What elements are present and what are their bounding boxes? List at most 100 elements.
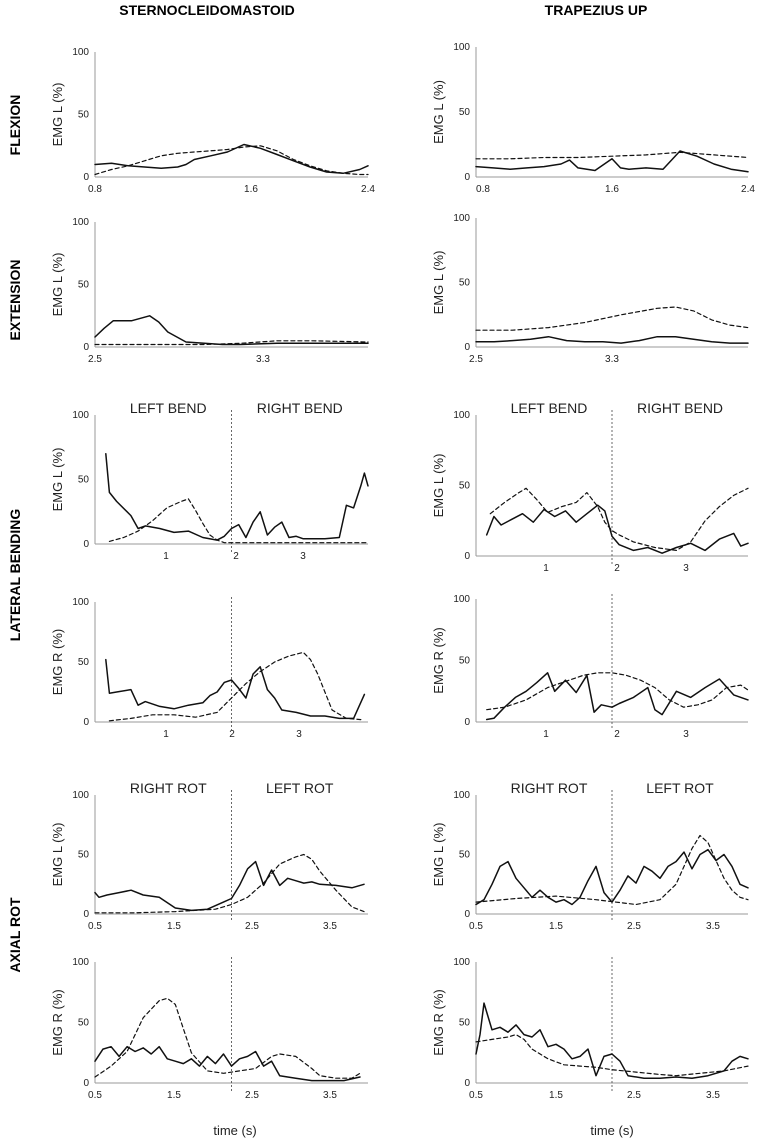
y-tick-label: 100	[453, 594, 470, 605]
y-axis-label: EMG L (%)	[50, 83, 65, 147]
y-tick-label: 0	[464, 909, 470, 920]
x-tick-label: 3.5	[323, 1090, 337, 1101]
y-tick-label: 0	[464, 342, 470, 353]
x-tick-label: 1.5	[167, 921, 181, 932]
y-tick-label: 50	[78, 110, 90, 121]
panel-scm-flexion: 0 50 100 0.8 1.6 2.4 EMG L (%)	[50, 47, 375, 195]
x-tick-label: 2	[229, 729, 235, 740]
y-tick-label: 0	[83, 172, 89, 183]
series-dashed	[475, 306, 749, 331]
series-dashed	[94, 340, 369, 346]
x-tick-label: 3.3	[256, 354, 270, 365]
phase-label-second: LEFT ROT	[266, 780, 334, 796]
y-axis-label: EMG L (%)	[431, 823, 446, 887]
y-axis-label: EMG L (%)	[431, 80, 446, 144]
x-tick-label: 0.5	[469, 1090, 483, 1101]
y-tick-label: 50	[459, 656, 471, 667]
x-tick-label: 1.5	[549, 921, 563, 932]
panel-trap-axialrot-R: 0 50 100 0.5 1.5 2.5 3.5 EMG R (%)	[431, 957, 749, 1101]
y-tick-label: 100	[72, 410, 89, 421]
x-tick-label: 2	[614, 729, 620, 740]
y-tick-label: 50	[78, 280, 90, 291]
column-title-scm: STERNOCLEIDOMASTOID	[119, 2, 295, 18]
y-tick-label: 50	[78, 1018, 90, 1029]
y-tick-label: 50	[78, 475, 90, 486]
y-tick-label: 100	[72, 217, 89, 228]
series-dashed	[489, 487, 749, 552]
phase-label-second: RIGHT BEND	[637, 400, 723, 416]
series-dashed	[108, 498, 369, 544]
x-tick-label: 1	[543, 729, 549, 740]
x-tick-label: 1	[163, 551, 169, 562]
x-tick-label: 3	[683, 729, 689, 740]
y-tick-label: 0	[83, 539, 89, 550]
y-tick-label: 50	[459, 850, 471, 861]
y-tick-label: 100	[453, 410, 470, 421]
x-tick-label: 2.4	[741, 184, 755, 195]
y-tick-label: 0	[464, 1078, 470, 1089]
y-tick-label: 50	[78, 850, 90, 861]
series-dashed	[94, 853, 365, 914]
x-tick-label: 3.5	[323, 921, 337, 932]
y-tick-label: 100	[453, 790, 470, 801]
y-tick-label: 50	[78, 657, 90, 668]
x-tick-label: 0.5	[469, 921, 483, 932]
series-solid	[105, 452, 369, 541]
x-tick-label: 0.5	[88, 921, 102, 932]
series-dashed	[486, 672, 749, 711]
panel-scm-axialrot-R: 0 50 100 0.5 1.5 2.5 3.5 EMG R (%)	[50, 957, 368, 1101]
y-axis-label: EMG L (%)	[50, 253, 65, 317]
y-tick-label: 0	[83, 1078, 89, 1089]
x-tick-label: 0.5	[88, 1090, 102, 1101]
x-tick-label: 1.6	[605, 184, 619, 195]
x-tick-label: 0.8	[88, 184, 102, 195]
row-label-lateral-bending: LATERAL BENDING	[7, 509, 23, 642]
phase-label-second: LEFT ROT	[646, 780, 714, 796]
series-solid	[105, 658, 366, 720]
x-tick-label: 3	[300, 551, 306, 562]
x-tick-label: 1	[543, 563, 549, 574]
x-tick-label: 2.4	[361, 184, 375, 195]
y-tick-label: 0	[464, 717, 470, 728]
series-dashed	[475, 1033, 749, 1077]
x-tick-label: 3	[296, 729, 302, 740]
panel-trap-axialrot-L: 0 50 100 0.5 1.5 2.5 3.5 EMG L (%) RIGHT ROT LEFT…	[431, 780, 749, 932]
panel-trap-latbend-L: 0 50 100 1 2 3 EMG L (%) LEFT BEND RIGHT BEND	[431, 400, 749, 574]
series-dashed	[108, 651, 362, 722]
series-solid	[475, 1002, 749, 1079]
y-tick-label: 50	[459, 107, 471, 118]
series-dashed	[475, 834, 749, 906]
series-solid	[94, 143, 369, 175]
y-axis-label: EMG R (%)	[431, 627, 446, 693]
series-solid	[485, 672, 749, 721]
y-axis-label: EMG L (%)	[50, 448, 65, 512]
row-label-extension: EXTENSION	[7, 260, 23, 341]
panel-scm-extension: 0 50 100 2.5 3.3 EMG L (%)	[50, 217, 369, 365]
phase-label-first: LEFT BEND	[130, 400, 207, 416]
y-tick-label: 100	[72, 597, 89, 608]
y-tick-label: 0	[83, 909, 89, 920]
x-tick-label: 1	[163, 729, 169, 740]
x-tick-label: 1.6	[244, 184, 258, 195]
panel-trap-extension: 0 50 100 2.5 3.3 EMG L (%)	[431, 213, 749, 365]
series-solid	[94, 1045, 361, 1082]
x-tick-label: 2.5	[245, 1090, 259, 1101]
x-tick-label: 1.5	[167, 1090, 181, 1101]
y-tick-label: 50	[459, 481, 471, 492]
x-tick-label: 2	[233, 551, 239, 562]
series-solid	[475, 848, 749, 906]
y-tick-label: 50	[459, 278, 471, 289]
y-tick-label: 100	[453, 42, 470, 53]
x-tick-label: 0.8	[476, 184, 490, 195]
x-tick-label: 1.5	[549, 1090, 563, 1101]
y-tick-label: 100	[453, 213, 470, 224]
x-tick-label: 2.5	[627, 921, 641, 932]
y-tick-label: 0	[83, 342, 89, 353]
x-tick-label: 2.5	[469, 354, 483, 365]
panel-scm-axialrot-L: 0 50 100 0.5 1.5 2.5 3.5 EMG L (%) RIGHT ROT LEFT…	[50, 780, 368, 932]
y-axis-label: EMG L (%)	[431, 251, 446, 315]
series-dashed	[475, 151, 749, 160]
y-tick-label: 100	[453, 957, 470, 968]
